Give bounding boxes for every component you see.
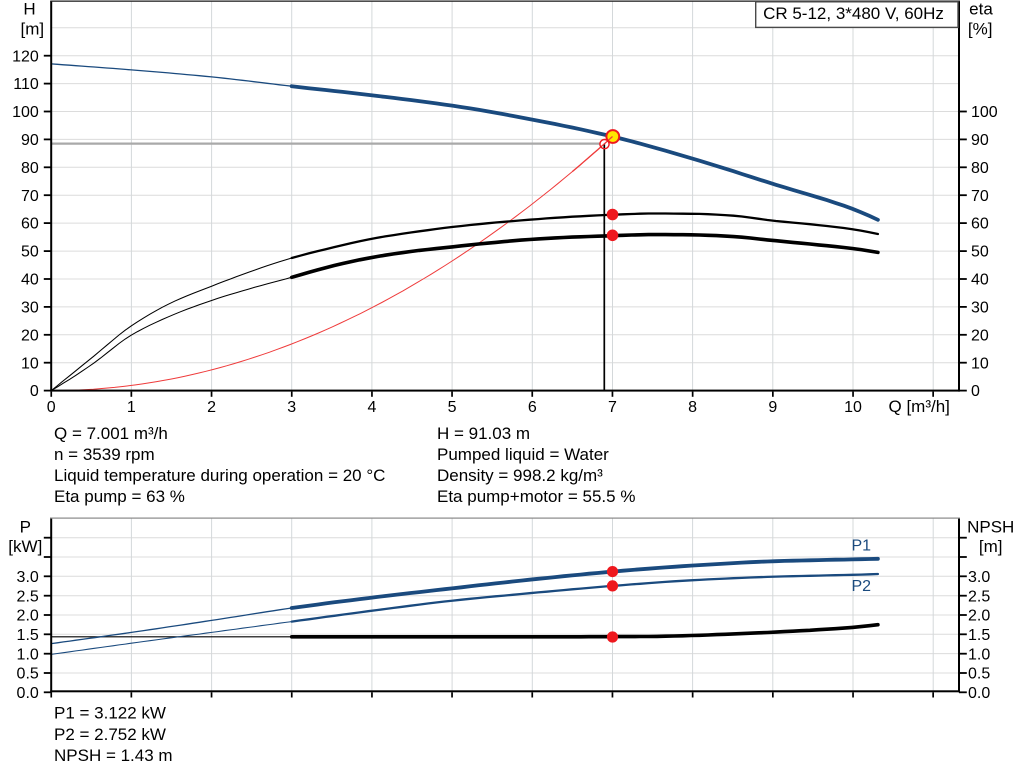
svg-text:40: 40 <box>971 272 989 289</box>
svg-text:H = 91.03 m: H = 91.03 m <box>437 424 530 443</box>
svg-text:70: 70 <box>971 188 989 205</box>
svg-text:2.5: 2.5 <box>17 588 39 605</box>
svg-text:4: 4 <box>367 399 376 416</box>
svg-text:20: 20 <box>971 327 989 344</box>
svg-text:NPSH = 1.43 m: NPSH = 1.43 m <box>54 746 173 765</box>
svg-text:n = 3539 rpm: n = 3539 rpm <box>54 445 155 464</box>
svg-text:2: 2 <box>207 399 216 416</box>
svg-text:9: 9 <box>768 399 777 416</box>
svg-text:[m]: [m] <box>979 537 1003 556</box>
svg-text:90: 90 <box>21 132 39 149</box>
svg-text:[%]: [%] <box>968 19 993 38</box>
svg-text:eta: eta <box>969 0 993 18</box>
svg-text:50: 50 <box>21 244 39 261</box>
svg-text:2.0: 2.0 <box>968 608 990 625</box>
svg-text:NPSH: NPSH <box>967 517 1014 536</box>
svg-text:30: 30 <box>21 299 39 316</box>
svg-text:Q [m³/h]: Q [m³/h] <box>889 397 950 416</box>
svg-text:120: 120 <box>12 48 39 65</box>
svg-text:Eta pump = 63 %: Eta pump = 63 % <box>54 487 185 506</box>
svg-text:10: 10 <box>971 355 989 372</box>
svg-text:0: 0 <box>971 383 980 400</box>
svg-text:Density = 998.2 kg/m³: Density = 998.2 kg/m³ <box>437 466 603 485</box>
svg-text:40: 40 <box>21 272 39 289</box>
svg-text:100: 100 <box>971 104 998 121</box>
svg-text:Q = 7.001 m³/h: Q = 7.001 m³/h <box>54 424 168 443</box>
svg-text:1: 1 <box>127 399 136 416</box>
svg-text:3: 3 <box>287 399 296 416</box>
svg-text:0.0: 0.0 <box>17 685 39 702</box>
svg-text:8: 8 <box>688 399 697 416</box>
svg-text:1.0: 1.0 <box>968 646 990 663</box>
svg-text:1.5: 1.5 <box>17 627 39 644</box>
svg-text:30: 30 <box>971 299 989 316</box>
svg-text:P2 = 2.752 kW: P2 = 2.752 kW <box>54 725 166 744</box>
svg-text:0: 0 <box>30 383 39 400</box>
svg-text:P2: P2 <box>852 578 872 595</box>
svg-text:2.5: 2.5 <box>968 588 990 605</box>
svg-text:5: 5 <box>448 399 457 416</box>
svg-text:60: 60 <box>971 216 989 233</box>
svg-text:2.0: 2.0 <box>17 608 39 625</box>
svg-text:0.0: 0.0 <box>968 685 990 702</box>
svg-text:Eta pump+motor = 55.5 %: Eta pump+motor = 55.5 % <box>437 487 635 506</box>
svg-text:H: H <box>23 0 35 18</box>
svg-text:P1: P1 <box>852 538 872 555</box>
svg-text:0.5: 0.5 <box>17 666 39 683</box>
svg-text:Pumped liquid = Water: Pumped liquid = Water <box>437 445 609 464</box>
svg-text:3.0: 3.0 <box>968 569 990 586</box>
svg-text:10: 10 <box>844 399 862 416</box>
svg-text:20: 20 <box>21 327 39 344</box>
svg-text:10: 10 <box>21 355 39 372</box>
svg-text:P1 = 3.122 kW: P1 = 3.122 kW <box>54 704 166 723</box>
svg-text:7: 7 <box>608 399 617 416</box>
svg-text:80: 80 <box>971 160 989 177</box>
svg-text:50: 50 <box>971 244 989 261</box>
svg-text:6: 6 <box>528 399 537 416</box>
svg-text:110: 110 <box>13 76 39 93</box>
svg-text:70: 70 <box>21 188 39 205</box>
svg-text:60: 60 <box>21 216 39 233</box>
svg-text:0.5: 0.5 <box>968 666 990 683</box>
svg-text:90: 90 <box>971 132 989 149</box>
svg-text:[m]: [m] <box>20 19 44 38</box>
svg-text:1.5: 1.5 <box>968 627 990 644</box>
svg-text:1.0: 1.0 <box>17 646 39 663</box>
svg-text:3.0: 3.0 <box>17 569 39 586</box>
svg-text:80: 80 <box>21 160 39 177</box>
svg-text:[kW]: [kW] <box>8 537 42 556</box>
svg-text:CR 5-12, 3*480 V, 60Hz: CR 5-12, 3*480 V, 60Hz <box>763 4 944 23</box>
svg-text:P: P <box>20 517 31 536</box>
svg-text:100: 100 <box>12 104 39 121</box>
svg-text:Liquid temperature during oper: Liquid temperature during operation = 20… <box>54 466 385 485</box>
svg-text:0: 0 <box>47 399 56 416</box>
